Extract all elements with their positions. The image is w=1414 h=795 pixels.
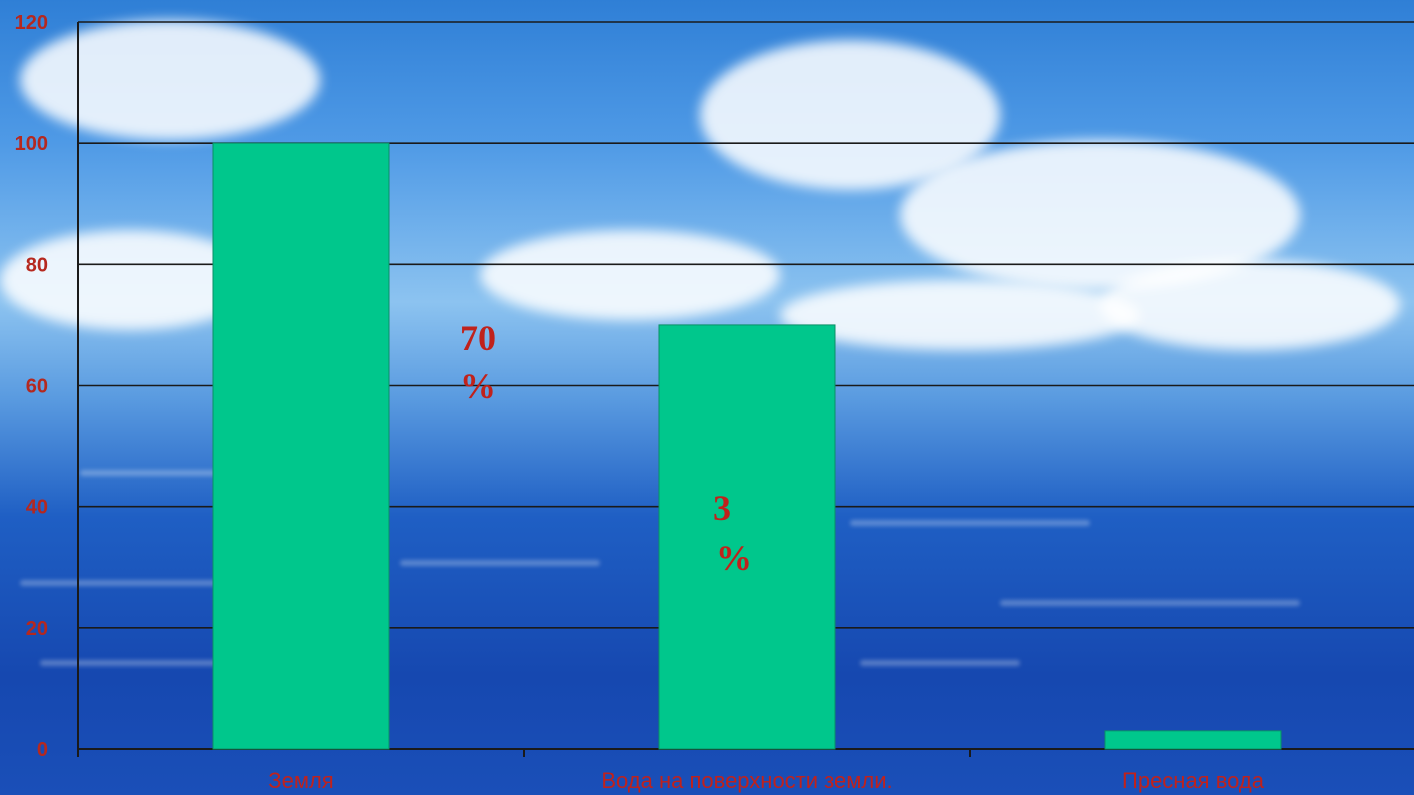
bar — [658, 324, 836, 750]
y-tick-label: 20 — [26, 618, 48, 640]
water-reflection — [1000, 600, 1300, 606]
water-reflection — [20, 580, 220, 586]
bar — [1104, 730, 1282, 750]
percent-annotation: 3 — [713, 488, 731, 528]
y-tick-label: 0 — [37, 739, 48, 761]
y-tick-label: 60 — [26, 376, 48, 398]
y-tick-label: 80 — [26, 254, 48, 276]
y-tick-label: 100 — [15, 133, 48, 155]
water-reflection — [850, 520, 1090, 526]
cloud — [480, 230, 780, 320]
x-category-label: Пресная вода — [1122, 768, 1265, 793]
water-reflection — [860, 660, 1020, 666]
percent-annotation: 70 — [460, 318, 496, 358]
x-category-label: Земля — [268, 768, 333, 793]
bar — [212, 142, 390, 750]
cloud — [1100, 260, 1400, 350]
y-tick-label: 40 — [26, 497, 48, 519]
cloud — [20, 20, 320, 140]
percent-annotation: % — [716, 538, 752, 578]
water-reflection — [400, 560, 600, 566]
x-category-label: Вода на поверхности земли. — [601, 768, 892, 793]
y-tick-label: 120 — [15, 12, 48, 34]
cloud — [780, 280, 1140, 350]
percent-annotation: % — [460, 366, 496, 406]
water-reflection — [40, 660, 220, 666]
